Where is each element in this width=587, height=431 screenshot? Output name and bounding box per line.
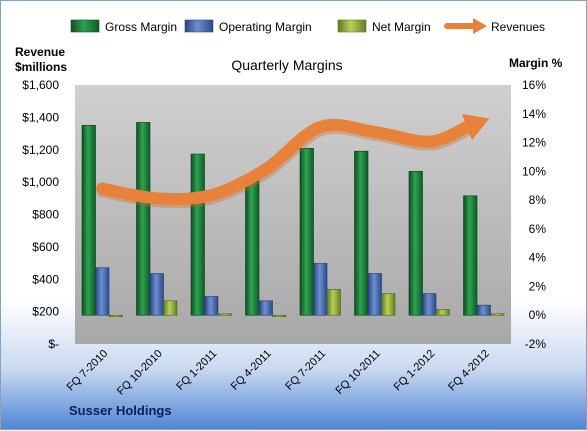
net-margin-bar xyxy=(435,309,450,316)
revenues-point xyxy=(100,187,104,191)
legend-label-operating-margin: Operating Margin xyxy=(219,20,312,34)
legend-item-operating-margin: Operating Margin xyxy=(184,19,312,34)
operating-margin-bar xyxy=(422,293,437,316)
category-label: FQ 1-2011 xyxy=(174,348,219,393)
revenues-point xyxy=(427,140,431,144)
net-margin-bar xyxy=(163,300,178,316)
left-axis-ticks: $- $200 $400 $600 $800 $1,000 $1,200 $1,400 $1,6… xyxy=(22,78,59,351)
right-tick-label: 0% xyxy=(529,308,547,322)
gross-margin-bar xyxy=(408,171,423,316)
legend-item-gross-margin: Gross Margin xyxy=(70,19,177,34)
right-tick-label: 12% xyxy=(522,136,546,150)
company-name: Susser Holdings xyxy=(69,403,172,418)
left-tick-label: $800 xyxy=(32,208,59,222)
chart-title: Quarterly Margins xyxy=(231,57,342,73)
left-axis-title-line-2: $millions xyxy=(15,60,67,74)
category-label: FQ 10-2010 xyxy=(115,348,165,398)
legend-swatch-net-margin xyxy=(337,19,367,33)
gross-margin-bar xyxy=(299,148,314,316)
gross-margin-bar xyxy=(190,153,205,316)
gross-margin-bar xyxy=(136,122,151,316)
gross-margin-bar xyxy=(354,150,369,316)
legend-label-revenues: Revenues xyxy=(491,20,545,34)
category-label: FQ 4-2011 xyxy=(229,348,274,393)
revenues-point xyxy=(482,119,486,123)
legend-swatch-operating-margin xyxy=(184,19,214,33)
category-label: FQ 7-2011 xyxy=(283,348,328,393)
legend-swatch-gross-margin xyxy=(70,19,100,33)
revenues-point xyxy=(209,193,213,197)
category-label: FQ 10-2011 xyxy=(333,348,382,397)
left-axis-title-line-1: Revenue xyxy=(15,45,65,59)
right-tick-label: 14% xyxy=(522,107,546,121)
revenues-line xyxy=(96,118,472,206)
legend-item-revenues: Revenues xyxy=(444,18,545,34)
left-tick-label: $- xyxy=(48,337,59,351)
right-axis-title: Margin % xyxy=(509,56,563,70)
right-tick-label: 4% xyxy=(529,251,547,265)
legend-item-net-margin: Net Margin xyxy=(337,19,431,34)
net-margin-bar xyxy=(490,313,505,316)
category-label: FQ 1-2012 xyxy=(392,348,438,394)
gross-margin-bar xyxy=(81,124,96,316)
right-tick-label: 6% xyxy=(529,222,547,236)
net-margin-bar xyxy=(326,289,341,316)
right-tick-label: 8% xyxy=(529,193,547,207)
left-tick-label: $1,000 xyxy=(22,175,59,189)
left-tick-label: $600 xyxy=(32,240,59,254)
legend-label-net-margin: Net Margin xyxy=(372,20,431,34)
right-axis-ticks: -2% 0% 2% 4% 6% 8% 10% 12% 14% 16% xyxy=(522,78,546,351)
right-tick-label: 16% xyxy=(522,78,546,92)
revenue-layer xyxy=(96,114,490,209)
category-label: FQ 7-2010 xyxy=(65,348,111,394)
net-margin-bar xyxy=(217,313,232,316)
operating-margin-bar xyxy=(313,263,328,316)
operating-margin-bar xyxy=(258,300,273,316)
left-tick-label: $400 xyxy=(32,272,59,286)
net-margin-bar xyxy=(272,314,287,318)
category-label: FQ 4-2012 xyxy=(446,348,492,394)
revenues-point xyxy=(373,130,377,134)
right-tick-label: 2% xyxy=(529,279,547,293)
category-labels: FQ 7-2010 FQ 10-2010 FQ 1-2011 FQ 4-2011 FQ … xyxy=(65,348,492,398)
net-margin-bar xyxy=(381,293,396,316)
left-tick-label: $1,600 xyxy=(22,78,59,92)
legend: Gross Margin Operating Margin Net Margin… xyxy=(70,18,545,34)
gross-margin-bar xyxy=(463,195,478,316)
operating-margin-bar xyxy=(367,273,382,316)
right-tick-label: -2% xyxy=(525,337,547,351)
legend-arrowhead-icon xyxy=(473,18,487,34)
operating-margin-bar xyxy=(149,273,164,316)
gross-margin-bar xyxy=(245,179,260,316)
net-margin-bar xyxy=(108,314,123,318)
legend-label-gross-margin: Gross Margin xyxy=(105,20,177,34)
revenues-point xyxy=(264,167,268,171)
operating-margin-bar xyxy=(476,304,491,316)
operating-margin-bar xyxy=(95,267,110,316)
right-tick-label: 10% xyxy=(522,164,546,178)
left-tick-label: $200 xyxy=(32,305,59,319)
revenues-point xyxy=(318,125,322,129)
left-tick-label: $1,400 xyxy=(22,110,59,124)
revenues-point xyxy=(155,196,159,200)
operating-margin-bar xyxy=(204,296,219,316)
left-tick-label: $1,200 xyxy=(22,143,59,157)
bars-layer xyxy=(81,122,505,318)
